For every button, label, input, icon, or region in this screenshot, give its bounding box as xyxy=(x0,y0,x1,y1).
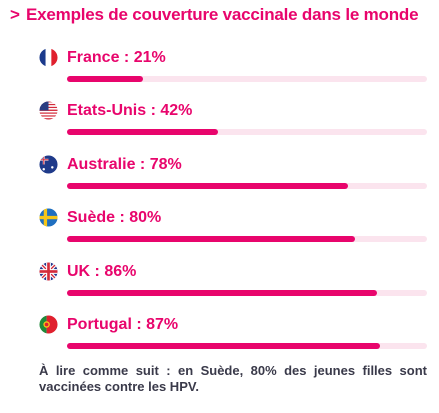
bar-row: France : 21% xyxy=(0,48,439,92)
usa-flag-icon xyxy=(39,101,58,120)
bar-fill xyxy=(67,289,377,296)
bar-label: Etats-Unis : 42% xyxy=(67,102,193,120)
sweden-flag-icon xyxy=(39,208,58,227)
bar-row: Suède : 80% xyxy=(0,208,439,252)
bar-track xyxy=(67,76,427,82)
bar-track xyxy=(67,129,427,136)
footnote: À lire comme suit : en Suède, 80% des je… xyxy=(39,363,427,394)
uk-flag-icon xyxy=(39,262,58,281)
bar-track xyxy=(67,182,427,189)
bar-row: Etats-Unis : 42% xyxy=(0,101,439,145)
bar-label: UK : 86% xyxy=(67,262,137,280)
bar-label: France : 21% xyxy=(67,49,166,66)
chevron-right-icon: > xyxy=(10,5,20,24)
portugal-flag-icon xyxy=(39,315,58,334)
bar-row: Portugal : 87% xyxy=(0,315,439,359)
chart-title-text: Exemples de couverture vaccinale dans le… xyxy=(26,5,419,24)
australia-flag-icon xyxy=(39,155,58,174)
chart-title: > Exemples de couverture vaccinale dans l… xyxy=(10,5,419,25)
bar-fill xyxy=(67,343,381,349)
bar-fill xyxy=(67,236,355,243)
bar-label: Portugal : 87% xyxy=(67,316,179,333)
bar-fill xyxy=(67,76,143,82)
bar-fill xyxy=(67,182,348,189)
bar-label: Australie : 78% xyxy=(67,155,182,173)
bar-track xyxy=(67,289,427,296)
france-flag-icon xyxy=(39,48,58,67)
bar-row: UK : 86% xyxy=(0,262,439,306)
bar-track xyxy=(67,236,427,243)
bar-fill xyxy=(67,129,219,136)
bar-label: Suède : 80% xyxy=(67,209,162,227)
bar-track xyxy=(67,343,427,349)
bar-row: Australie : 78% xyxy=(0,155,439,199)
